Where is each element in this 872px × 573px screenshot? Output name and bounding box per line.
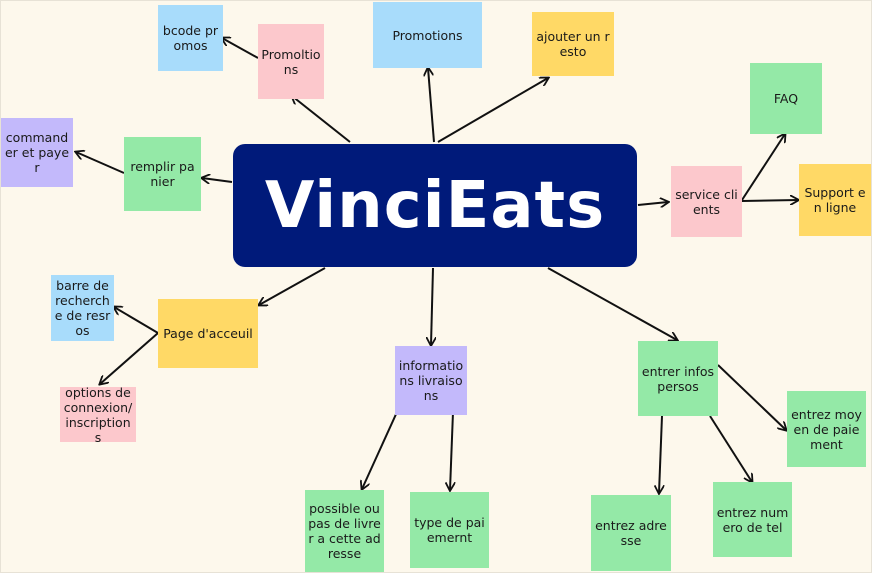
note-service-clients: service clients xyxy=(671,166,742,237)
central-topic-label: VinciEats xyxy=(264,168,606,243)
note-numero-tel: entrez numero de tel xyxy=(713,482,792,557)
note-type-paiement: type de paiemernt xyxy=(410,492,489,568)
arrow-to-promotions xyxy=(428,68,435,143)
note-commander: commander et payer xyxy=(1,118,73,187)
note-possible-livrer: possible ou pas de livrer a cette adress… xyxy=(305,490,384,572)
note-barre-recherche: barre de recherche de resros xyxy=(51,275,114,341)
arrow-to-infos-livraisons xyxy=(431,267,433,345)
arrow-to-bcode-promos xyxy=(222,38,259,59)
arrow-to-moyen-paiement xyxy=(717,364,786,430)
note-infos-persos: entrer infos persos xyxy=(638,341,718,416)
arrow-to-service-clients xyxy=(637,202,668,205)
note-faq: FAQ xyxy=(750,63,822,134)
note-promotions: Promotions xyxy=(373,2,482,68)
arrow-to-adresse xyxy=(659,415,662,493)
note-page-accueil: Page d'acceuil xyxy=(158,299,258,368)
note-infos-livraisons: informations livraisons xyxy=(395,346,467,415)
note-adresse: entrez adresse xyxy=(591,495,671,571)
note-promoltions: Promoltions xyxy=(258,24,324,99)
arrow-to-ajouter-resto xyxy=(437,78,548,143)
arrow-to-type-paiement xyxy=(450,411,453,490)
note-support: Support en ligne xyxy=(799,164,871,236)
arrow-to-remplir-panier xyxy=(202,178,233,182)
arrow-to-numero-tel xyxy=(709,415,752,482)
arrow-to-page-accueil xyxy=(259,267,326,305)
note-ajouter-resto: ajouter un resto xyxy=(532,12,614,76)
arrow-to-support xyxy=(741,200,798,201)
arrow-to-infos-persos xyxy=(547,267,677,340)
arrow-to-options-connexion xyxy=(100,332,159,384)
arrow-to-promoltions xyxy=(292,96,351,143)
arrow-to-commander xyxy=(76,152,125,174)
central-topic: VinciEats xyxy=(233,144,637,267)
note-remplir-panier: remplir panier xyxy=(124,137,201,211)
note-moyen-paiement: entrez moyen de paiement xyxy=(787,391,866,467)
arrow-to-possible-livrer xyxy=(362,411,398,489)
arrow-to-faq xyxy=(741,134,785,201)
note-bcode-promos: bcode promos xyxy=(158,5,223,71)
arrow-to-barre-recherche xyxy=(114,307,159,334)
note-options-connexion: options de connexion/inscriptions xyxy=(60,387,136,442)
